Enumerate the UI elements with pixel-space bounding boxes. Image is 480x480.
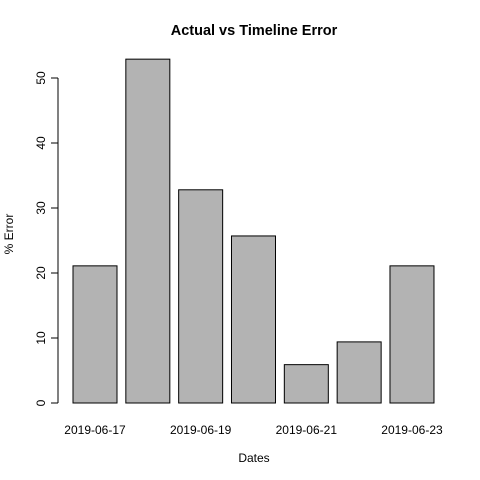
y-tick-label: 30 <box>34 201 48 215</box>
bar-2019-06-17 <box>72 265 118 404</box>
bar-2019-06-22 <box>336 341 382 404</box>
y-axis: 0 10 20 30 40 50 <box>34 71 59 406</box>
bars-group <box>72 58 435 404</box>
bar-2019-06-20 <box>230 235 276 404</box>
x-axis-label: Dates <box>238 451 269 465</box>
y-tick-label: 40 <box>34 136 48 150</box>
chart-title: Actual vs Timeline Error <box>171 23 338 39</box>
x-axis: 2019-06-17 2019-06-19 2019-06-21 2019-06-23 <box>64 423 443 437</box>
x-tick-label: 2019-06-17 <box>64 423 126 437</box>
y-tick-label: 10 <box>34 331 48 345</box>
bar-2019-06-19 <box>178 189 224 404</box>
y-axis-label: % Error <box>2 214 16 255</box>
bar-2019-06-21 <box>283 364 329 404</box>
x-tick-label: 2019-06-21 <box>276 423 338 437</box>
bar-2019-06-18 <box>125 58 171 404</box>
x-tick-label: 2019-06-19 <box>170 423 232 437</box>
x-tick-label: 2019-06-23 <box>381 423 443 437</box>
y-tick-label: 50 <box>34 71 48 85</box>
y-tick-label: 20 <box>34 266 48 280</box>
bar-2019-06-23 <box>389 265 435 404</box>
y-tick-label: 0 <box>34 399 48 406</box>
